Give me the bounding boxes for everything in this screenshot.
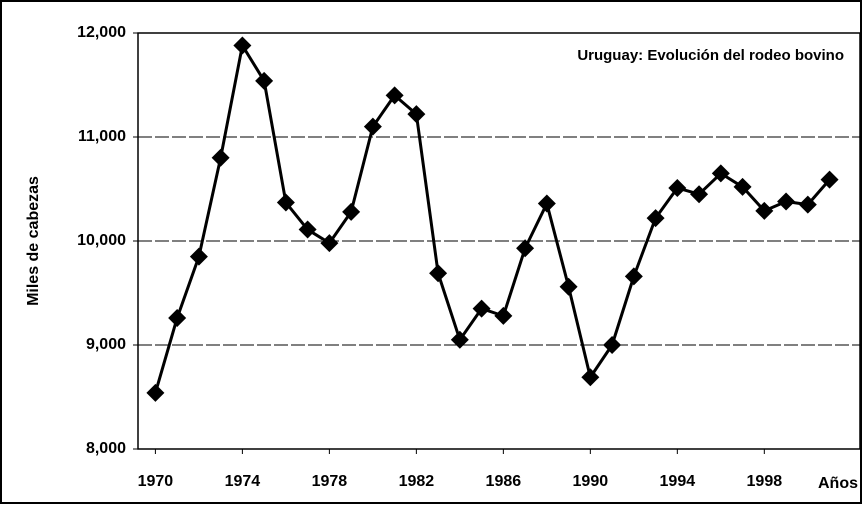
x-tick-label: 1978 [312, 473, 348, 490]
marker [363, 117, 382, 136]
x-tick-label: 1982 [399, 473, 435, 490]
marker [385, 86, 404, 105]
x-tick-label: 1974 [225, 473, 261, 490]
marker [711, 164, 730, 183]
marker [559, 277, 578, 296]
marker [516, 239, 535, 258]
marker [276, 193, 295, 212]
y-axis-label: Miles de cabezas [25, 176, 42, 306]
x-axis-label: Años [818, 475, 858, 492]
y-tick-label: 11,000 [78, 128, 126, 145]
marker [733, 177, 752, 196]
marker [820, 170, 839, 189]
x-tick-label: 1986 [486, 473, 522, 490]
x-tick-label: 1970 [138, 473, 174, 490]
y-tick-label: 12,000 [77, 24, 126, 41]
marker [624, 267, 643, 286]
marker [342, 202, 361, 221]
marker [690, 185, 709, 204]
marker [168, 308, 187, 327]
chart-title: Uruguay: Evolución del rodeo bovino [577, 47, 844, 64]
marker [298, 220, 317, 239]
marker [189, 247, 208, 266]
marker [320, 234, 339, 253]
marker [472, 299, 491, 318]
x-tick-label: 1998 [747, 473, 783, 490]
marker [603, 336, 622, 354]
y-tick-label: 9,000 [86, 336, 126, 353]
marker [755, 201, 774, 220]
x-tick-label: 1990 [573, 473, 609, 490]
x-tick-label: 1994 [660, 473, 696, 490]
marker [146, 383, 165, 402]
marker [777, 192, 796, 211]
marker [450, 330, 469, 349]
marker [646, 209, 665, 228]
marker [233, 36, 252, 55]
marker [494, 306, 513, 325]
y-tick-label: 10,000 [77, 232, 126, 249]
marker [429, 264, 448, 283]
marker [255, 71, 274, 90]
marker [668, 178, 687, 197]
marker [211, 148, 230, 167]
marker [407, 105, 426, 124]
y-tick-label: 8,000 [86, 440, 126, 457]
marker [537, 194, 556, 213]
marker [581, 368, 600, 387]
marker [798, 195, 817, 214]
